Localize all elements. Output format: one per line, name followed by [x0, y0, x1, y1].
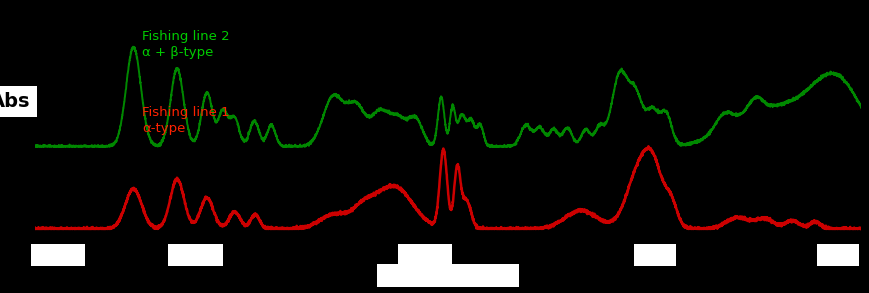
X-axis label: Wavenumber⁻¹: Wavenumber⁻¹ — [379, 267, 516, 285]
Text: Fishing line 2
α + β-type: Fishing line 2 α + β-type — [143, 30, 229, 59]
Text: Fishing line 1
α-type: Fishing line 1 α-type — [143, 106, 229, 135]
Text: Abs: Abs — [0, 92, 30, 111]
